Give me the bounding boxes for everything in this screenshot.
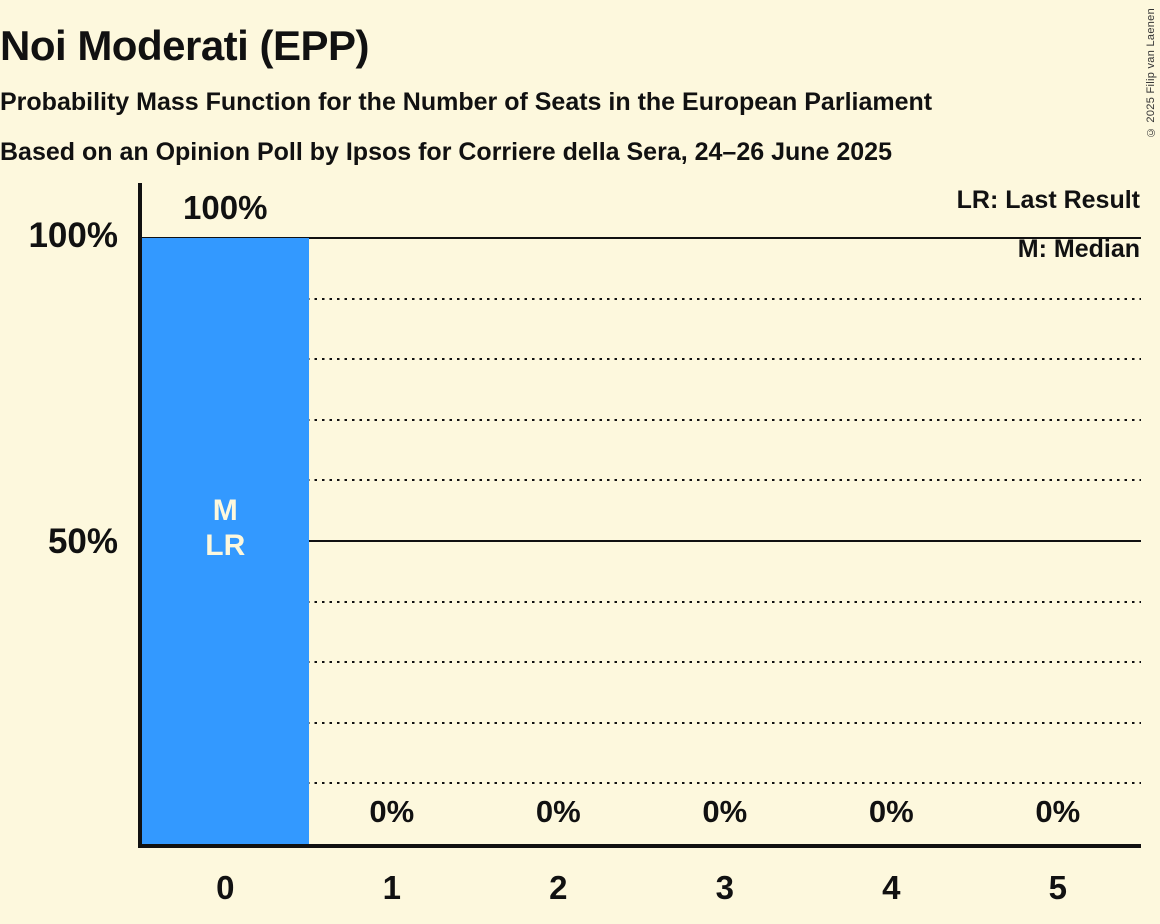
- gridline-dotted-80: [142, 358, 1141, 361]
- legend-median: M: Median: [1017, 235, 1140, 263]
- gridline-solid-50: [142, 540, 1141, 542]
- copyright-notice: © 2025 Filip van Laenen: [1145, 8, 1157, 139]
- legend-last-result: LR: Last Result: [956, 186, 1140, 214]
- bar-marker-lr: LR: [205, 529, 246, 562]
- bar-value-label-4: 0%: [868, 794, 914, 829]
- x-axis-line: [138, 844, 1141, 848]
- gridline-dotted-20: [142, 721, 1141, 724]
- x-tick-label-2: 2: [549, 869, 568, 906]
- bar-value-label-5: 0%: [1035, 794, 1081, 829]
- bar-value-label-0: 100%: [183, 189, 268, 226]
- x-tick-label-5: 5: [1048, 869, 1067, 906]
- gridline-dotted-60: [142, 479, 1141, 482]
- bar-value-label-3: 0%: [702, 794, 748, 829]
- x-tick-label-4: 4: [882, 869, 901, 906]
- bar-annotations-0: M LR: [142, 493, 309, 563]
- chart-subtitle-pmf: Probability Mass Function for the Number…: [0, 88, 933, 116]
- y-axis-label-100: 100%: [28, 216, 118, 255]
- x-tick-label-3: 3: [715, 869, 734, 906]
- bar-seats-0: [142, 238, 309, 844]
- gridline-solid-100: [142, 237, 1141, 239]
- gridline-dotted-30: [142, 661, 1141, 664]
- gridline-dotted-90: [142, 297, 1141, 300]
- y-axis-label-50: 50%: [47, 522, 118, 561]
- gridline-dotted-70: [142, 418, 1141, 421]
- y-axis-line: [138, 183, 142, 848]
- x-tick-label-0: 0: [216, 869, 235, 906]
- bar-marker-m: M: [212, 494, 238, 527]
- x-tick-label-1: 1: [382, 869, 401, 906]
- bar-value-label-1: 0%: [369, 794, 415, 829]
- page-title: Noi Moderati (EPP): [0, 22, 370, 69]
- plot-area: 100% M LR 0 0% 1 0% 2 0% 3 0% 4 0% 5: [142, 190, 1141, 906]
- bar-value-label-2: 0%: [535, 794, 581, 829]
- chart-subtitle-poll: Based on an Opinion Poll by Ipsos for Co…: [0, 138, 892, 166]
- gridline-dotted-10: [142, 782, 1141, 785]
- gridline-dotted-40: [142, 600, 1141, 603]
